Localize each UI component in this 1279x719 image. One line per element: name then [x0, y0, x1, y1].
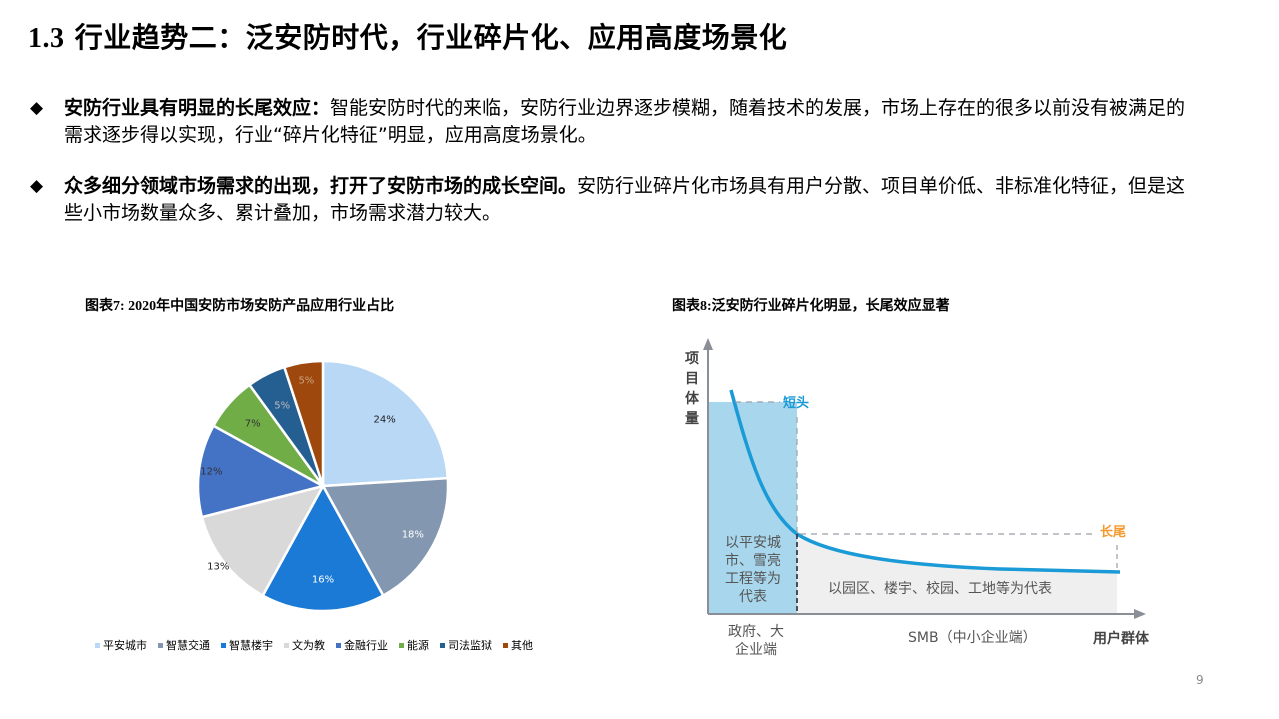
y-axis-arrow-icon — [703, 338, 713, 350]
pie-slice-8 — [282, 359, 325, 487]
x-label-head-line: 政府、大 — [728, 624, 784, 640]
head-region-fill — [709, 402, 797, 614]
chart8-title-num: 8: — [700, 299, 712, 314]
bullet-growth: ◆ 众多细分领域市场需求的出现，打开了安防市场的成长空间。安防行业碎片化市场具有… — [30, 173, 1190, 227]
chart8-title: 图表8:泛安防行业碎片化明显，长尾效应显著 — [672, 295, 950, 315]
head-text-line: 代表 — [739, 589, 767, 605]
page-number: 9 — [1196, 673, 1204, 687]
legend-label: 司法监狱 — [448, 639, 492, 652]
head-text-line: 以平安城 — [725, 535, 781, 551]
x-axis-arrow-icon — [1134, 609, 1146, 619]
bullet-text: 智能安防时代的来临，安防行业边界逐步模糊，随着技术的发展，市场上存在的很多以前没… — [64, 97, 1186, 146]
legend-item: 平安城市 — [95, 637, 147, 653]
legend-item: 智慧交通 — [158, 637, 210, 653]
chart8-title-suffix: 泛安防行业碎片化明显，长尾效应显著 — [711, 298, 950, 314]
pie-slice-label: 5% — [298, 375, 315, 387]
chart7-title: 图表7: 2020年中国安防市场安防产品应用行业占比 — [85, 295, 394, 315]
bullet-bold: 众多细分领域市场需求的出现，打开了安防市场的成长空间。 — [64, 175, 578, 197]
head-text-line: 工程等为 — [725, 571, 781, 587]
pie-slice-label: 5% — [274, 400, 291, 412]
legend-item: 金融行业 — [336, 637, 388, 653]
chart8-title-prefix: 图表 — [672, 298, 700, 314]
legend-label: 智慧交通 — [166, 639, 210, 652]
head-text-line: 市、雪亮 — [725, 553, 781, 569]
legend-label: 能源 — [407, 639, 429, 652]
title-text: 行业趋势二：泛安防时代，行业碎片化、应用高度场景化 — [74, 21, 788, 54]
chart7-title-num: 7: 2020 — [113, 299, 157, 314]
pie-slice-5 — [196, 424, 327, 519]
legend-swatch-icon — [158, 642, 163, 648]
legend-swatch-icon — [221, 642, 226, 648]
chart7-title-prefix: 图表 — [85, 298, 113, 314]
x-label-head: 政府、大 企业端 — [717, 623, 795, 659]
legend-swatch-icon — [440, 642, 445, 648]
pie-slice-4 — [200, 484, 326, 598]
legend-label: 文为教 — [292, 639, 325, 652]
pie-slice-1 — [321, 359, 450, 488]
pie-slice-3 — [261, 483, 385, 613]
bullet-bold: 安防行业具有明显的长尾效应： — [64, 97, 331, 119]
x-axis-label: 用户群体 — [1093, 631, 1149, 647]
legend-item: 其他 — [503, 637, 533, 653]
bullet-text: 安防行业碎片化市场具有用户分散、项目单价低、非标准化特征，但是这些小市场数量众多… — [64, 175, 1186, 224]
y-axis-label: 项目体量 — [685, 351, 699, 427]
bullet-long-tail: ◆ 安防行业具有明显的长尾效应：智能安防时代的来临，安防行业边界逐步模糊，随着技… — [30, 95, 1190, 149]
legend-swatch-icon — [503, 642, 508, 648]
legend-item: 司法监狱 — [440, 637, 492, 653]
slide-title: 1.3 行业趋势二：泛安防时代，行业碎片化、应用高度场景化 — [28, 16, 787, 56]
x-label-tail: SMB（中小企业端） — [908, 630, 1037, 646]
legend-item: 能源 — [399, 637, 429, 653]
x-label-head-line: 企业端 — [735, 642, 777, 658]
tail-mask — [797, 534, 1117, 572]
legend-item: 文为教 — [284, 637, 325, 653]
tail-region-text: 以园区、楼宇、校园、工地等为代表 — [828, 581, 1052, 597]
legend-item: 智慧楼宇 — [221, 637, 273, 653]
legend-label: 智慧楼宇 — [229, 639, 273, 652]
legend-label: 其他 — [511, 639, 533, 652]
long-tail-label: 长尾 — [1100, 525, 1127, 540]
legend-swatch-icon — [336, 642, 341, 648]
pie-slice-label: 13% — [207, 561, 230, 573]
title-number: 1.3 — [28, 23, 65, 54]
long-tail-curve — [729, 389, 1121, 574]
legend-swatch-icon — [399, 642, 404, 648]
chart7-title-suffix: 年中国安防市场安防产品应用行业占比 — [156, 298, 395, 314]
legend-label: 金融行业 — [344, 639, 388, 652]
diamond-bullet-icon: ◆ — [30, 176, 44, 196]
pie-slice-label: 7% — [244, 418, 261, 430]
legend-swatch-icon — [284, 642, 289, 648]
head-region-text: 以平安城 市、雪亮 工程等为 代表 — [714, 534, 792, 606]
pie-slice-2 — [320, 476, 450, 598]
legend-swatch-icon — [95, 642, 100, 648]
diamond-bullet-icon: ◆ — [30, 98, 44, 118]
pie-slice-label: 24% — [373, 414, 396, 426]
pie-legend: 平安城市 智慧交通 智慧楼宇 文为教 金融行业 能源 司法监狱 其他 — [95, 637, 533, 653]
short-head-label: 短头 — [783, 396, 810, 411]
pie-slice-label: 12% — [200, 466, 223, 478]
pie-slice-label: 18% — [401, 529, 424, 541]
legend-label: 平安城市 — [103, 639, 147, 652]
pie-slice-label: 16% — [311, 574, 335, 586]
